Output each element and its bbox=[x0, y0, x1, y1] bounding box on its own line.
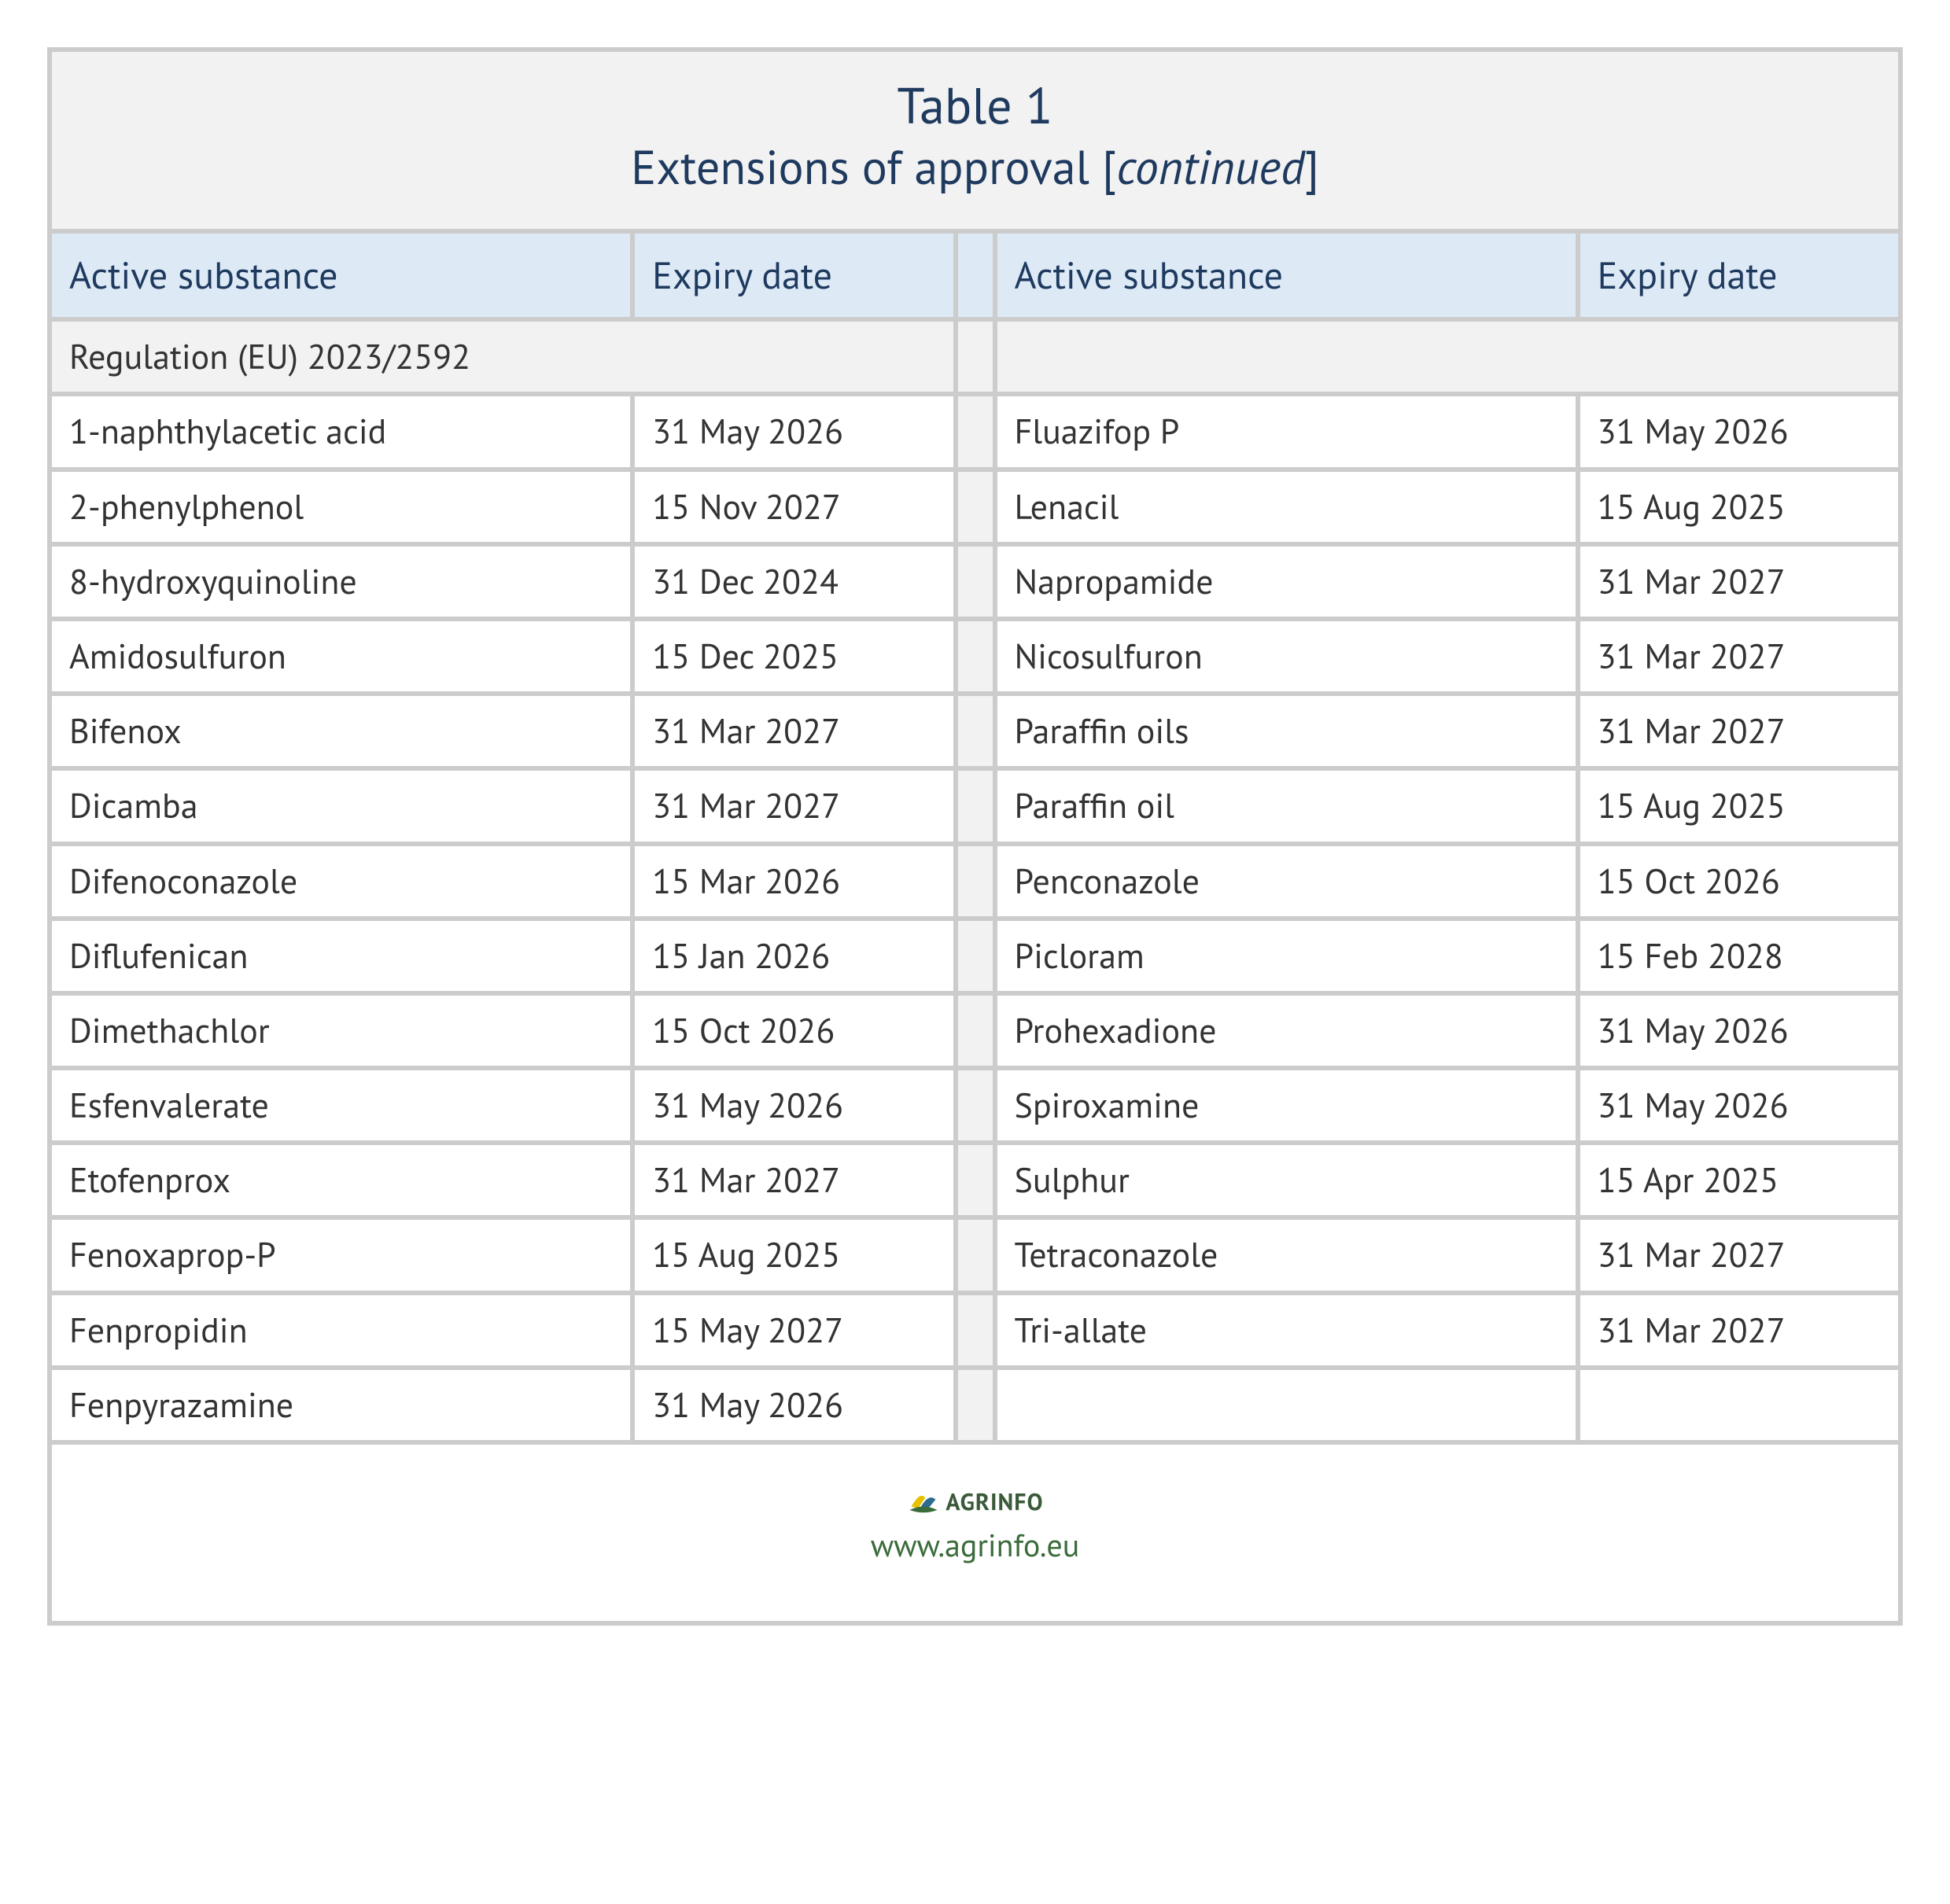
table-cell-expiry-right: 15 Apr 2025 bbox=[1580, 1145, 1898, 1215]
title-line2-suffix: ] bbox=[1305, 136, 1319, 197]
row-spacer bbox=[958, 846, 993, 916]
table-cell-substance-right: Picloram bbox=[997, 921, 1576, 991]
header-expiry-date-right: Expiry date bbox=[1580, 234, 1898, 317]
footer-block: AGRINFO www.agrinfo.eu bbox=[52, 1440, 1898, 1621]
row-spacer bbox=[958, 996, 993, 1066]
header-spacer bbox=[958, 234, 993, 317]
row-spacer bbox=[958, 1220, 993, 1290]
table-cell-substance-right: Nicosulfuron bbox=[997, 621, 1576, 691]
table-cell-expiry-left: 15 Jan 2026 bbox=[635, 921, 953, 991]
regulation-spacer bbox=[958, 322, 993, 392]
row-spacer bbox=[958, 472, 993, 542]
table-cell-substance-left: Fenoxaprop-P bbox=[52, 1220, 630, 1290]
table-cell-expiry-left: 31 Mar 2027 bbox=[635, 771, 953, 841]
row-spacer bbox=[958, 1145, 993, 1215]
title-line2-italic: continued bbox=[1116, 136, 1304, 197]
logo-wrap: AGRINFO www.agrinfo.eu bbox=[871, 1484, 1080, 1566]
table-cell-expiry-right: 31 May 2026 bbox=[1580, 996, 1898, 1066]
table-cell-expiry-left: 31 May 2026 bbox=[635, 1370, 953, 1440]
table-cell-expiry-right: 15 Aug 2025 bbox=[1580, 771, 1898, 841]
table-cell-substance-right bbox=[997, 1370, 1576, 1440]
row-spacer bbox=[958, 396, 993, 466]
table-cell-expiry-right: 15 Aug 2025 bbox=[1580, 472, 1898, 542]
table-cell-substance-left: Etofenprox bbox=[52, 1145, 630, 1215]
regulation-right-blank bbox=[997, 322, 1899, 392]
table-title-block: Table 1 Extensions of approval [continue… bbox=[52, 52, 1898, 234]
table-cell-expiry-right: 31 May 2026 bbox=[1580, 396, 1898, 466]
table-title-line2: Extensions of approval [continued] bbox=[68, 136, 1882, 197]
table-cell-substance-right: Penconazole bbox=[997, 846, 1576, 916]
row-spacer bbox=[958, 771, 993, 841]
table-cell-substance-right: Prohexadione bbox=[997, 996, 1576, 1066]
table-cell-expiry-right: 15 Oct 2026 bbox=[1580, 846, 1898, 916]
table-cell-substance-right: Lenacil bbox=[997, 472, 1576, 542]
table-cell-substance-left: 2-phenylphenol bbox=[52, 472, 630, 542]
table-cell-substance-left: Fenpropidin bbox=[52, 1295, 630, 1365]
logo-row: AGRINFO bbox=[906, 1484, 1043, 1519]
table-cell-substance-left: Diflufenican bbox=[52, 921, 630, 991]
row-spacer bbox=[958, 1370, 993, 1440]
table-cell-expiry-left: 15 Nov 2027 bbox=[635, 472, 953, 542]
table-cell-substance-right: Paraffin oil bbox=[997, 771, 1576, 841]
data-grid: Active substance Expiry date Active subs… bbox=[52, 234, 1898, 1440]
agrinfo-logo-icon bbox=[906, 1484, 941, 1519]
row-spacer bbox=[958, 1070, 993, 1140]
table-cell-expiry-right: 31 Mar 2027 bbox=[1580, 547, 1898, 617]
header-active-substance-right: Active substance bbox=[997, 234, 1576, 317]
table-cell-expiry-left: 31 Mar 2027 bbox=[635, 1145, 953, 1215]
row-spacer bbox=[958, 696, 993, 766]
table-cell-expiry-right: 31 Mar 2027 bbox=[1580, 1295, 1898, 1365]
table-cell-expiry-left: 15 Dec 2025 bbox=[635, 621, 953, 691]
row-spacer bbox=[958, 547, 993, 617]
table-cell-expiry-right bbox=[1580, 1370, 1898, 1440]
row-spacer bbox=[958, 621, 993, 691]
table-cell-substance-right: Napropamide bbox=[997, 547, 1576, 617]
header-expiry-date-left: Expiry date bbox=[635, 234, 953, 317]
title-line2-prefix: Extensions of approval [ bbox=[631, 136, 1116, 197]
table-cell-expiry-right: 15 Feb 2028 bbox=[1580, 921, 1898, 991]
table-cell-expiry-left: 31 May 2026 bbox=[635, 1070, 953, 1140]
table-cell-expiry-left: 15 Mar 2026 bbox=[635, 846, 953, 916]
table-cell-expiry-left: 31 Dec 2024 bbox=[635, 547, 953, 617]
table-cell-substance-right: Fluazifop P bbox=[997, 396, 1576, 466]
table-cell-substance-right: Paraffin oils bbox=[997, 696, 1576, 766]
logo-text: AGRINFO bbox=[946, 1486, 1043, 1517]
row-spacer bbox=[958, 921, 993, 991]
table-container: Table 1 Extensions of approval [continue… bbox=[47, 47, 1903, 1626]
table-cell-expiry-right: 31 Mar 2027 bbox=[1580, 621, 1898, 691]
table-cell-substance-left: 1-naphthylacetic acid bbox=[52, 396, 630, 466]
table-title-line1: Table 1 bbox=[68, 75, 1882, 136]
table-cell-substance-left: Dimethachlor bbox=[52, 996, 630, 1066]
table-cell-substance-left: Esfenvalerate bbox=[52, 1070, 630, 1140]
table-cell-substance-left: Amidosulfuron bbox=[52, 621, 630, 691]
table-cell-expiry-left: 15 Aug 2025 bbox=[635, 1220, 953, 1290]
table-cell-substance-left: Dicamba bbox=[52, 771, 630, 841]
table-cell-substance-right: Spiroxamine bbox=[997, 1070, 1576, 1140]
table-cell-expiry-left: 31 Mar 2027 bbox=[635, 696, 953, 766]
table-cell-substance-left: 8-hydroxyquinoline bbox=[52, 547, 630, 617]
footer-url: www.agrinfo.eu bbox=[871, 1525, 1080, 1566]
table-cell-expiry-left: 31 May 2026 bbox=[635, 396, 953, 466]
table-cell-expiry-right: 31 Mar 2027 bbox=[1580, 696, 1898, 766]
table-cell-substance-left: Difenoconazole bbox=[52, 846, 630, 916]
table-cell-expiry-left: 15 May 2027 bbox=[635, 1295, 953, 1365]
table-cell-substance-right: Tri-allate bbox=[997, 1295, 1576, 1365]
row-spacer bbox=[958, 1295, 993, 1365]
regulation-label: Regulation (EU) 2023/2592 bbox=[52, 322, 953, 392]
header-active-substance-left: Active substance bbox=[52, 234, 630, 317]
table-cell-expiry-right: 31 May 2026 bbox=[1580, 1070, 1898, 1140]
table-cell-substance-right: Sulphur bbox=[997, 1145, 1576, 1215]
table-cell-substance-left: Bifenox bbox=[52, 696, 630, 766]
table-cell-expiry-right: 31 Mar 2027 bbox=[1580, 1220, 1898, 1290]
table-cell-expiry-left: 15 Oct 2026 bbox=[635, 996, 953, 1066]
table-cell-substance-left: Fenpyrazamine bbox=[52, 1370, 630, 1440]
table-cell-substance-right: Tetraconazole bbox=[997, 1220, 1576, 1290]
